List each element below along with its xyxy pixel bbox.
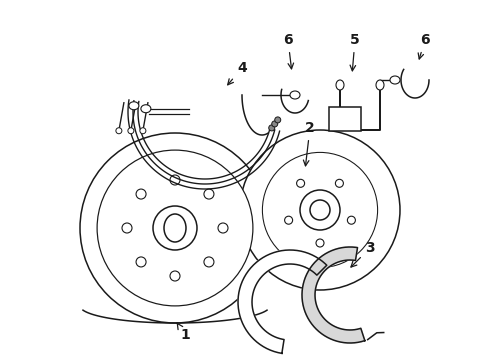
Ellipse shape <box>290 91 300 99</box>
Ellipse shape <box>269 125 275 131</box>
Ellipse shape <box>390 76 400 84</box>
FancyBboxPatch shape <box>329 107 361 131</box>
Text: 3: 3 <box>351 241 375 267</box>
Text: 1: 1 <box>177 323 190 342</box>
Ellipse shape <box>164 214 186 242</box>
Text: 6: 6 <box>283 33 294 69</box>
Text: 2: 2 <box>303 121 315 166</box>
Ellipse shape <box>218 223 228 233</box>
Ellipse shape <box>275 117 281 123</box>
Ellipse shape <box>272 121 278 127</box>
Ellipse shape <box>97 150 253 306</box>
Ellipse shape <box>153 206 197 250</box>
Ellipse shape <box>285 216 293 224</box>
Ellipse shape <box>204 257 214 267</box>
Ellipse shape <box>296 179 305 187</box>
Ellipse shape <box>128 128 134 134</box>
Ellipse shape <box>136 189 146 199</box>
Ellipse shape <box>263 152 378 267</box>
Ellipse shape <box>240 130 400 290</box>
Polygon shape <box>302 247 365 343</box>
Ellipse shape <box>204 189 214 199</box>
Ellipse shape <box>129 102 139 110</box>
Text: 5: 5 <box>350 33 360 71</box>
Ellipse shape <box>80 133 270 323</box>
Ellipse shape <box>347 216 355 224</box>
Text: 4: 4 <box>228 61 247 85</box>
Ellipse shape <box>336 80 344 90</box>
Text: 6: 6 <box>418 33 430 59</box>
Ellipse shape <box>116 128 122 134</box>
Ellipse shape <box>376 80 384 90</box>
Ellipse shape <box>310 200 330 220</box>
Polygon shape <box>238 250 327 354</box>
Ellipse shape <box>140 128 146 134</box>
Ellipse shape <box>170 175 180 185</box>
Ellipse shape <box>122 223 132 233</box>
Ellipse shape <box>300 190 340 230</box>
Ellipse shape <box>316 239 324 247</box>
Ellipse shape <box>141 105 151 113</box>
Ellipse shape <box>170 271 180 281</box>
Ellipse shape <box>136 257 146 267</box>
Ellipse shape <box>335 179 343 187</box>
